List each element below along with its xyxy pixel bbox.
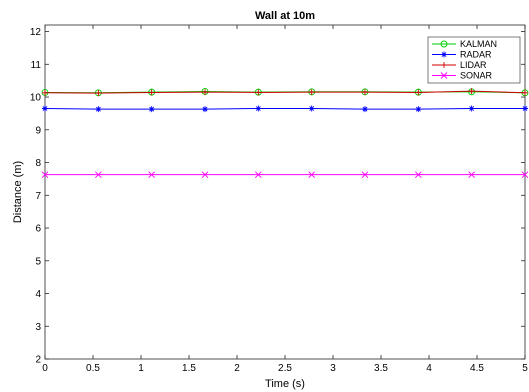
y-tick-label: 12 <box>30 27 42 38</box>
data-point <box>254 171 262 178</box>
x-tick-label: 4.5 <box>470 363 484 374</box>
data-point <box>440 72 448 79</box>
data-point <box>441 51 447 58</box>
data-point <box>521 171 529 178</box>
data-point <box>468 88 475 95</box>
x-tick-label: 2 <box>234 363 240 374</box>
y-tick-label: 2 <box>35 355 41 366</box>
data-point <box>468 105 475 112</box>
legend-label: LIDAR <box>460 60 487 70</box>
data-point <box>361 106 368 113</box>
y-tick-label: 5 <box>35 256 41 267</box>
data-point <box>361 171 369 178</box>
data-point <box>415 89 422 96</box>
legend-label: RADAR <box>460 50 492 60</box>
data-point <box>308 89 315 96</box>
data-point <box>441 62 447 68</box>
data-point <box>42 89 48 96</box>
data-point <box>202 89 209 96</box>
y-tick-label: 3 <box>35 322 41 333</box>
y-tick-label: 6 <box>35 224 41 235</box>
legend-label: SONAR <box>460 71 493 81</box>
data-point <box>148 89 155 96</box>
x-tick-label: 1.5 <box>182 363 196 374</box>
data-point <box>415 106 422 113</box>
chart-title: Wall at 10m <box>255 10 315 22</box>
legend-entry-radar: RADAR <box>432 50 492 60</box>
x-tick-label: 2.5 <box>278 363 292 374</box>
data-point <box>95 106 102 113</box>
legend-entry-lidar: LIDAR <box>432 60 487 70</box>
y-tick-label: 11 <box>31 60 42 71</box>
y-tick-label: 10 <box>30 93 42 104</box>
axis-ticks: 0 0.5 1 1.5 2 2.5 3 3.5 4 4.5 5 2 3 4 5 6 7 8 9 10 11 12 <box>30 25 528 374</box>
series-lidar <box>42 88 528 97</box>
legend-entry-sonar: SONAR <box>432 71 493 81</box>
y-tick-label: 4 <box>35 289 41 300</box>
legend-entry-kalman: KALMAN <box>432 39 497 49</box>
x-tick-label: 5 <box>522 363 528 374</box>
x-tick-label: 1 <box>138 363 144 374</box>
data-point <box>41 171 49 178</box>
data-point <box>308 105 315 112</box>
series-sonar <box>41 171 529 178</box>
series-layer <box>41 88 529 178</box>
data-point <box>95 90 102 97</box>
x-tick-label: 0.5 <box>86 363 100 374</box>
y-axis-label: Distance (m) <box>12 161 24 223</box>
data-point <box>148 171 155 178</box>
x-tick-label: 3.5 <box>374 363 388 374</box>
data-point <box>201 171 209 178</box>
y-tick-label: 7 <box>35 191 41 202</box>
y-tick-label: 9 <box>35 125 41 136</box>
y-tick-label: 8 <box>35 158 41 169</box>
series-line <box>44 108 525 110</box>
data-point <box>148 106 155 113</box>
series-radar <box>42 105 528 113</box>
data-point <box>255 89 262 96</box>
data-point <box>440 40 448 48</box>
data-point <box>308 171 316 178</box>
data-point <box>522 89 528 96</box>
data-point <box>42 105 48 112</box>
legend-label: KALMAN <box>460 39 497 49</box>
data-point <box>522 105 528 112</box>
data-point <box>361 89 368 96</box>
data-point <box>202 106 209 113</box>
x-tick-label: 3 <box>330 363 336 374</box>
data-point <box>95 171 102 178</box>
series-line <box>44 90 526 94</box>
x-tick-label: 4 <box>426 363 432 374</box>
x-tick-label: 0 <box>42 363 48 374</box>
data-point <box>255 105 262 112</box>
data-point <box>468 171 475 178</box>
x-axis-label: Time (s) <box>265 378 305 390</box>
data-point <box>415 171 422 178</box>
